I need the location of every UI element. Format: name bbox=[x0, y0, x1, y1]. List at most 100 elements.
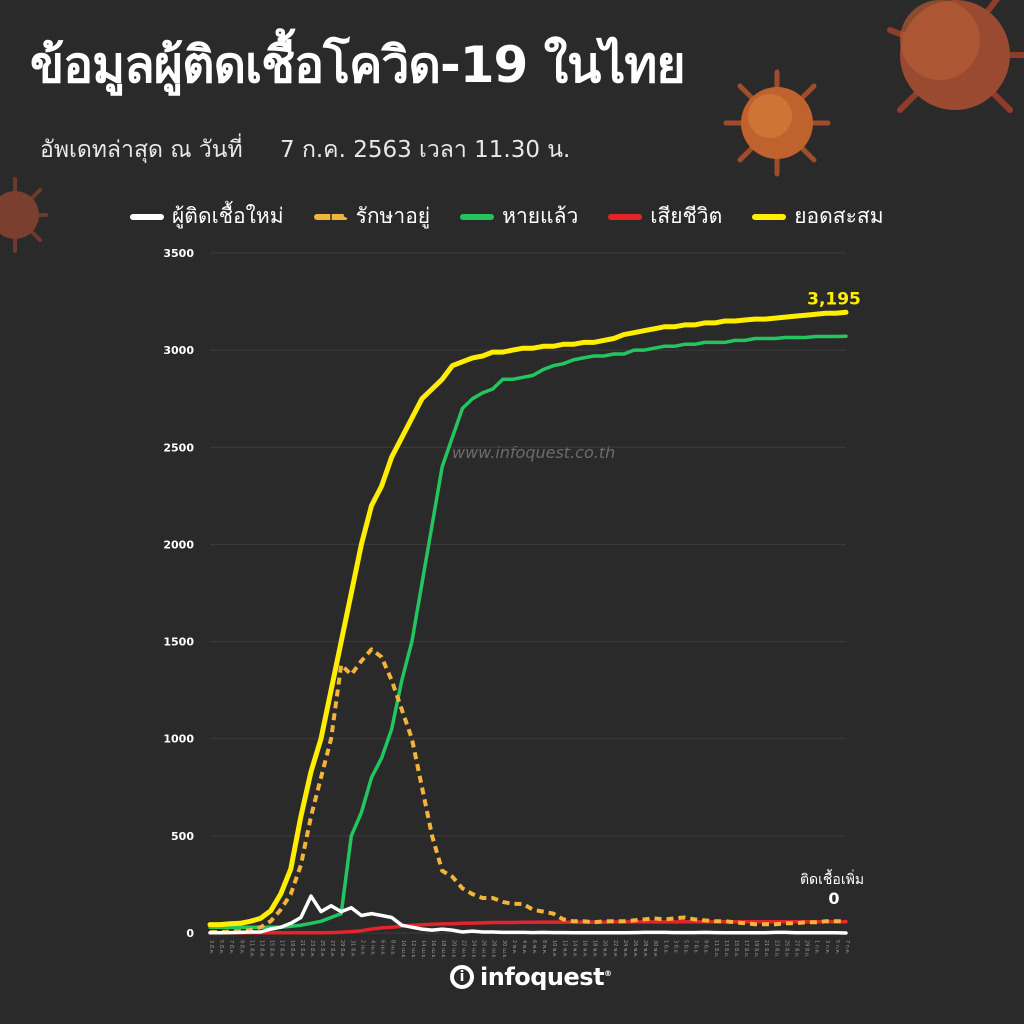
x-tick-label: 12 พ.ค. bbox=[561, 940, 567, 958]
legend-swatch-deaths bbox=[608, 213, 643, 220]
update-info: อัพเดทล่าสุด ณ วันที่ 7 ก.ค. 2563 เวลา 1… bbox=[40, 132, 570, 168]
series-line-active bbox=[210, 647, 846, 934]
logo-registered-mark: ® bbox=[604, 969, 612, 978]
y-tick-label: 0 bbox=[186, 927, 194, 940]
x-tick-label: 25 มิ.ย. bbox=[783, 940, 790, 958]
x-tick-label: 16 พ.ค. bbox=[582, 940, 588, 958]
x-tick-label: 10 เม.ย. bbox=[400, 940, 406, 959]
legend-swatch-cumulative bbox=[752, 213, 787, 220]
cumulative-total-label: 3,195 bbox=[807, 289, 861, 309]
x-tick-label: 13 มี.ค. bbox=[258, 940, 265, 958]
x-tick-label: 14 พ.ค. bbox=[571, 940, 577, 958]
virus-illustration-large bbox=[887, 0, 1024, 113]
x-tick-label: 4 พ.ค. bbox=[521, 940, 527, 955]
x-tick-label: 3 มี.ค. bbox=[208, 940, 215, 955]
x-tick-label: 21 มี.ค. bbox=[299, 940, 306, 958]
x-tick-label: 11 มี.ค. bbox=[248, 940, 255, 958]
y-tick-label: 2500 bbox=[163, 441, 194, 454]
x-tick-label: 4 เม.ย. bbox=[370, 940, 376, 956]
x-tick-label: 27 มี.ค. bbox=[329, 940, 336, 958]
legend-item-recovered: หายแล้ว bbox=[460, 200, 578, 233]
x-tick-label: 28 เม.ย. bbox=[491, 940, 497, 959]
x-tick-label: 25 มี.ค. bbox=[319, 940, 326, 958]
x-tick-label: 19 มิ.ย. bbox=[753, 940, 760, 958]
x-tick-label: 2 เม.ย. bbox=[359, 940, 365, 956]
x-tick-label: 24 เม.ย. bbox=[470, 940, 476, 959]
new-cases-label: ติดเชื้อเพิ่ม bbox=[800, 869, 864, 888]
x-tick-label: 9 มิ.ย. bbox=[703, 940, 710, 955]
y-tick-label: 500 bbox=[171, 830, 194, 843]
x-tick-label: 9 มี.ค. bbox=[238, 940, 245, 955]
legend-item-cumulative: ยอดสะสม bbox=[752, 200, 884, 233]
x-tick-label: 3 ก.ค. bbox=[824, 940, 830, 955]
update-date: 7 ก.ค. 2563 เวลา 11.30 น. bbox=[280, 137, 571, 163]
legend-label-active: รักษาอยู่ bbox=[355, 204, 431, 228]
y-tick-label: 1000 bbox=[163, 733, 194, 746]
x-tick-label: 26 พ.ค. bbox=[632, 940, 638, 958]
x-tick-label: 5 ก.ค. bbox=[834, 940, 840, 955]
x-tick-label: 5 มิ.ย. bbox=[682, 940, 689, 955]
x-tick-label: 30 พ.ค. bbox=[652, 940, 658, 958]
virus-illustration-medium bbox=[723, 69, 831, 177]
y-tick-label: 3500 bbox=[163, 247, 194, 260]
x-tick-label: 20 เม.ย. bbox=[450, 940, 456, 959]
legend-label-recovered: หายแล้ว bbox=[502, 204, 579, 228]
logo-wordmark: infoquest bbox=[480, 963, 605, 991]
legend-swatch-new-cases bbox=[130, 213, 164, 220]
x-tick-label: 23 มี.ค. bbox=[309, 940, 316, 958]
y-tick-label: 3000 bbox=[163, 344, 194, 357]
x-tick-label: 2 พ.ค. bbox=[511, 940, 517, 955]
x-tick-label: 10 พ.ค. bbox=[551, 940, 557, 958]
legend-swatch-recovered bbox=[460, 213, 495, 220]
x-tick-label: 7 ก.ค. bbox=[844, 940, 850, 955]
x-tick-label: 7 มิ.ย. bbox=[693, 940, 700, 955]
x-tick-label: 21 มิ.ย. bbox=[763, 940, 770, 958]
logo-text: infoquest® bbox=[480, 963, 612, 991]
x-tick-label: 31 มี.ค. bbox=[349, 940, 356, 958]
chart-legend: ผู้ติดเชื้อใหม่ รักษาอยู่ หายแล้ว เสียชี… bbox=[130, 200, 884, 233]
x-tick-label: 8 พ.ค. bbox=[541, 940, 547, 955]
x-tick-label: 18 พ.ค. bbox=[592, 940, 598, 958]
x-tick-label: 19 มี.ค. bbox=[289, 940, 296, 958]
x-tick-label: 22 เม.ย. bbox=[460, 940, 466, 959]
x-tick-label: 27 มิ.ย. bbox=[794, 940, 801, 958]
infoquest-logo: i infoquest® bbox=[450, 963, 612, 991]
x-tick-label: 6 พ.ค. bbox=[531, 940, 537, 955]
series-line-cumulative bbox=[207, 309, 849, 928]
x-tick-label: 15 มี.ค. bbox=[269, 940, 276, 958]
x-tick-label: 24 พ.ค. bbox=[622, 940, 628, 958]
x-tick-label: 1 มิ.ย. bbox=[662, 940, 669, 955]
x-tick-label: 12 เม.ย. bbox=[410, 940, 416, 959]
y-tick-label: 2000 bbox=[163, 538, 194, 551]
legend-swatch-active bbox=[313, 213, 348, 220]
x-tick-label: 20 พ.ค. bbox=[602, 940, 608, 958]
x-tick-label: 29 มิ.ย. bbox=[804, 940, 811, 958]
x-tick-label: 17 มิ.ย. bbox=[743, 940, 750, 958]
y-tick-label: 1500 bbox=[163, 636, 194, 649]
x-tick-label: 1 ก.ค. bbox=[814, 940, 820, 955]
x-tick-label: 13 มิ.ย. bbox=[723, 940, 730, 958]
update-label: อัพเดทล่าสุด ณ วันที่ bbox=[40, 137, 243, 163]
x-tick-label: 28 พ.ค. bbox=[642, 940, 648, 958]
series-line-recovered bbox=[208, 334, 848, 929]
x-tick-label: 16 เม.ย. bbox=[430, 940, 436, 959]
legend-item-active: รักษาอยู่ bbox=[313, 200, 431, 233]
new-cases-value: 0 bbox=[828, 889, 839, 908]
x-tick-label: 17 มี.ค. bbox=[279, 940, 286, 958]
x-tick-label: 26 เม.ย. bbox=[481, 940, 487, 959]
x-tick-label: 15 มิ.ย. bbox=[733, 940, 740, 958]
legend-item-new-cases: ผู้ติดเชื้อใหม่ bbox=[130, 200, 284, 233]
virus-illustration-small bbox=[0, 177, 48, 253]
logo-mark-icon: i bbox=[450, 965, 474, 989]
x-tick-label: 22 พ.ค. bbox=[612, 940, 618, 958]
legend-label-deaths: เสียชีวิต bbox=[650, 204, 723, 228]
x-tick-label: 5 มี.ค. bbox=[218, 940, 225, 955]
page-title: ข้อมูลผู้ติดเชื้อโควิด-19 ในไทย bbox=[30, 36, 686, 94]
series-line-new-cases bbox=[208, 894, 848, 935]
x-tick-label: 7 มี.ค. bbox=[228, 940, 235, 955]
x-tick-label: 11 มิ.ย. bbox=[713, 940, 720, 958]
x-tick-label: 8 เม.ย. bbox=[390, 940, 396, 956]
x-tick-label: 18 เม.ย. bbox=[440, 940, 446, 959]
x-tick-label: 14 เม.ย. bbox=[420, 940, 426, 959]
